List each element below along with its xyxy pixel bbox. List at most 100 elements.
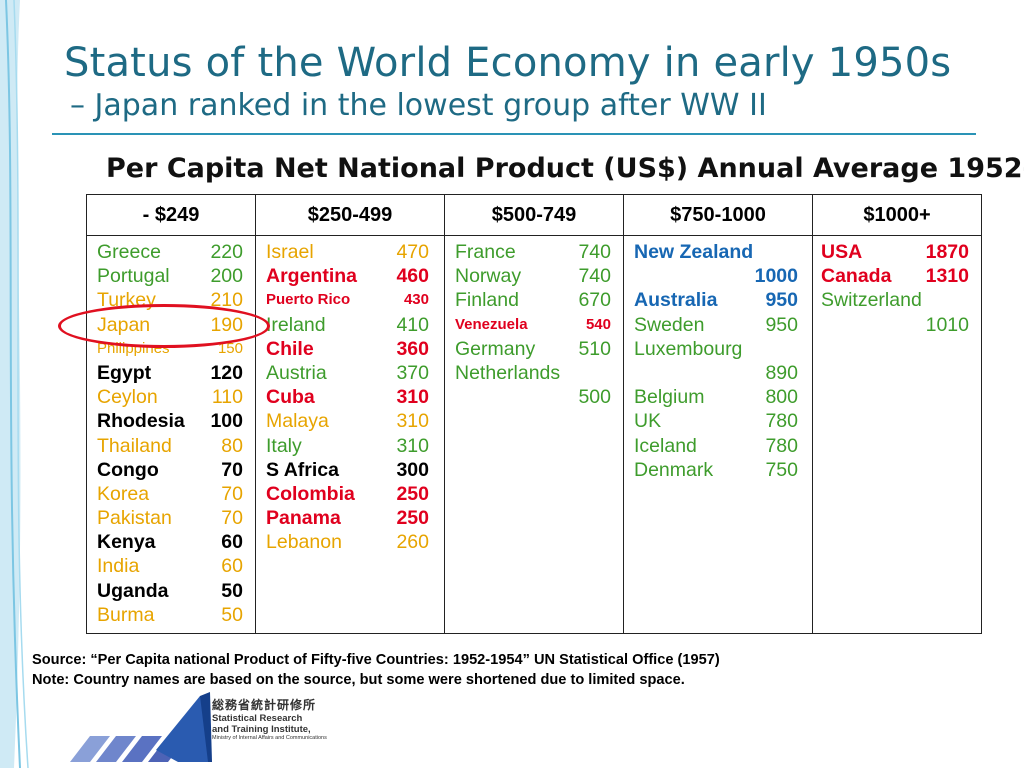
country-name: Colombia xyxy=(266,482,355,505)
country-entry: Rhodesia 100 xyxy=(97,409,243,433)
country-name: Germany xyxy=(455,337,536,360)
country-value: 50 xyxy=(221,603,243,626)
country-value: 510 xyxy=(578,337,611,360)
country-entry: Chile 360 xyxy=(266,337,429,361)
country-entry: Sweden 950 xyxy=(634,313,798,337)
country-name: Panama xyxy=(266,507,341,530)
country-value: 540 xyxy=(585,315,611,333)
note-line: Note: Country names are based on the sou… xyxy=(32,672,685,688)
country-name: Malaya xyxy=(266,410,329,433)
country-value: 360 xyxy=(396,337,429,360)
group-1000-plus: USA 1870 Canada 1310 Switzerland 1010 xyxy=(812,235,982,634)
country-name: Egypt xyxy=(97,361,152,384)
country-value: 950 xyxy=(765,289,798,312)
country-entry: Lebanon 260 xyxy=(266,530,429,554)
country-name: Pakistan xyxy=(97,507,172,530)
country-entry: Burma 50 xyxy=(97,603,243,627)
country-entry: Pakistan 70 xyxy=(97,506,243,530)
country-entry: Denmark 750 xyxy=(634,458,798,482)
country-entry: Netherlands 500 xyxy=(455,361,611,409)
country-value: 110 xyxy=(211,386,243,409)
country-entry: Venezuela 540 xyxy=(455,313,611,337)
country-entry: Iceland 780 xyxy=(634,434,798,458)
country-name: France xyxy=(455,241,516,263)
table-heading: Per Capita Net National Product (US$) An… xyxy=(106,153,1024,184)
country-name: Canada xyxy=(821,265,892,288)
country-entry: Philippines 150 xyxy=(97,337,243,361)
country-value: 310 xyxy=(396,410,429,433)
country-value: 1000 xyxy=(754,265,798,288)
country-entry: S Africa 300 xyxy=(266,458,429,482)
country-entry: UK 780 xyxy=(634,409,798,433)
country-value: 780 xyxy=(765,434,798,457)
country-value: 740 xyxy=(578,241,611,263)
header-500-749: $500-749 xyxy=(444,194,624,236)
country-value: 890 xyxy=(765,361,798,384)
country-value: 200 xyxy=(210,265,243,288)
country-value: 210 xyxy=(210,289,243,312)
country-name: Philippines xyxy=(97,339,170,357)
country-value: 80 xyxy=(221,434,243,457)
country-name: Ireland xyxy=(266,313,326,336)
country-entry: Israel 470 xyxy=(266,240,429,264)
country-entry: Greece 220 xyxy=(97,240,243,264)
country-name: Iceland xyxy=(634,434,697,457)
country-entry: Finland 670 xyxy=(455,288,611,312)
country-value: 1310 xyxy=(925,265,969,288)
country-name: Austria xyxy=(266,361,327,384)
country-value: 470 xyxy=(396,241,429,263)
country-entry: Puerto Rico 430 xyxy=(266,288,429,312)
country-entry: Malaya 310 xyxy=(266,409,429,433)
country-entry: Italy 310 xyxy=(266,434,429,458)
left-decoration xyxy=(0,0,29,768)
country-entry: Australia 950 xyxy=(634,288,798,312)
group-under-249: Greece 220 Portugal 200 Turkey 210 Japan 190 Phi… xyxy=(86,235,256,634)
slide-subtitle: – Japan ranked in the lowest group after… xyxy=(70,88,767,123)
header-1000-plus: $1000+ xyxy=(812,194,982,236)
country-name: Japan xyxy=(97,313,151,336)
country-value: 780 xyxy=(765,410,798,433)
country-name: Uganda xyxy=(97,579,169,602)
country-name: New Zealand xyxy=(634,241,754,263)
country-entry: Panama 250 xyxy=(266,506,429,530)
country-entry: India 60 xyxy=(97,554,243,578)
header-under-249: - $249 xyxy=(86,194,256,236)
country-name: Chile xyxy=(266,337,314,360)
country-value: 800 xyxy=(765,386,798,409)
country-name: Turkey xyxy=(97,289,156,312)
country-value: 460 xyxy=(396,265,429,288)
country-entry: Ceylon 110 xyxy=(97,385,243,409)
country-entry: Ireland 410 xyxy=(266,313,429,337)
country-value: 430 xyxy=(403,291,429,309)
country-name: India xyxy=(97,555,140,578)
country-value: 220 xyxy=(210,241,243,263)
header-750-1000: $750-1000 xyxy=(623,194,813,236)
country-value: 740 xyxy=(578,265,611,288)
country-value: 60 xyxy=(221,555,243,578)
country-value: 370 xyxy=(396,361,429,384)
country-name: Korea xyxy=(97,482,150,505)
country-value: 310 xyxy=(396,434,429,457)
country-value: 500 xyxy=(578,386,611,409)
country-value: 190 xyxy=(210,313,243,336)
country-entry: New Zealand 1000 xyxy=(634,240,798,288)
country-name: Puerto Rico xyxy=(266,291,351,309)
gnp-table: - $249 $250-499 $500-749 $750-1000 $1000… xyxy=(86,194,982,634)
country-value: 50 xyxy=(221,579,243,602)
country-entry: Colombia 250 xyxy=(266,482,429,506)
country-entry: Turkey 210 xyxy=(97,288,243,312)
country-name: Lebanon xyxy=(266,531,342,554)
country-value: 1870 xyxy=(925,241,969,263)
country-name: Thailand xyxy=(97,434,172,457)
country-entry: Portugal 200 xyxy=(97,264,243,288)
source-line: Source: “Per Capita national Product of … xyxy=(32,652,720,668)
country-value: 310 xyxy=(396,386,429,409)
country-value: 70 xyxy=(221,507,243,530)
country-value: 410 xyxy=(396,313,429,336)
country-entry: Luxembourg 890 xyxy=(634,337,798,385)
country-entry: Austria 370 xyxy=(266,361,429,385)
country-entry: Japan 190 xyxy=(97,313,243,337)
country-name: Australia xyxy=(634,289,718,312)
country-value: 670 xyxy=(578,289,611,312)
institute-name-en-2: and Training Institute, xyxy=(212,724,311,735)
